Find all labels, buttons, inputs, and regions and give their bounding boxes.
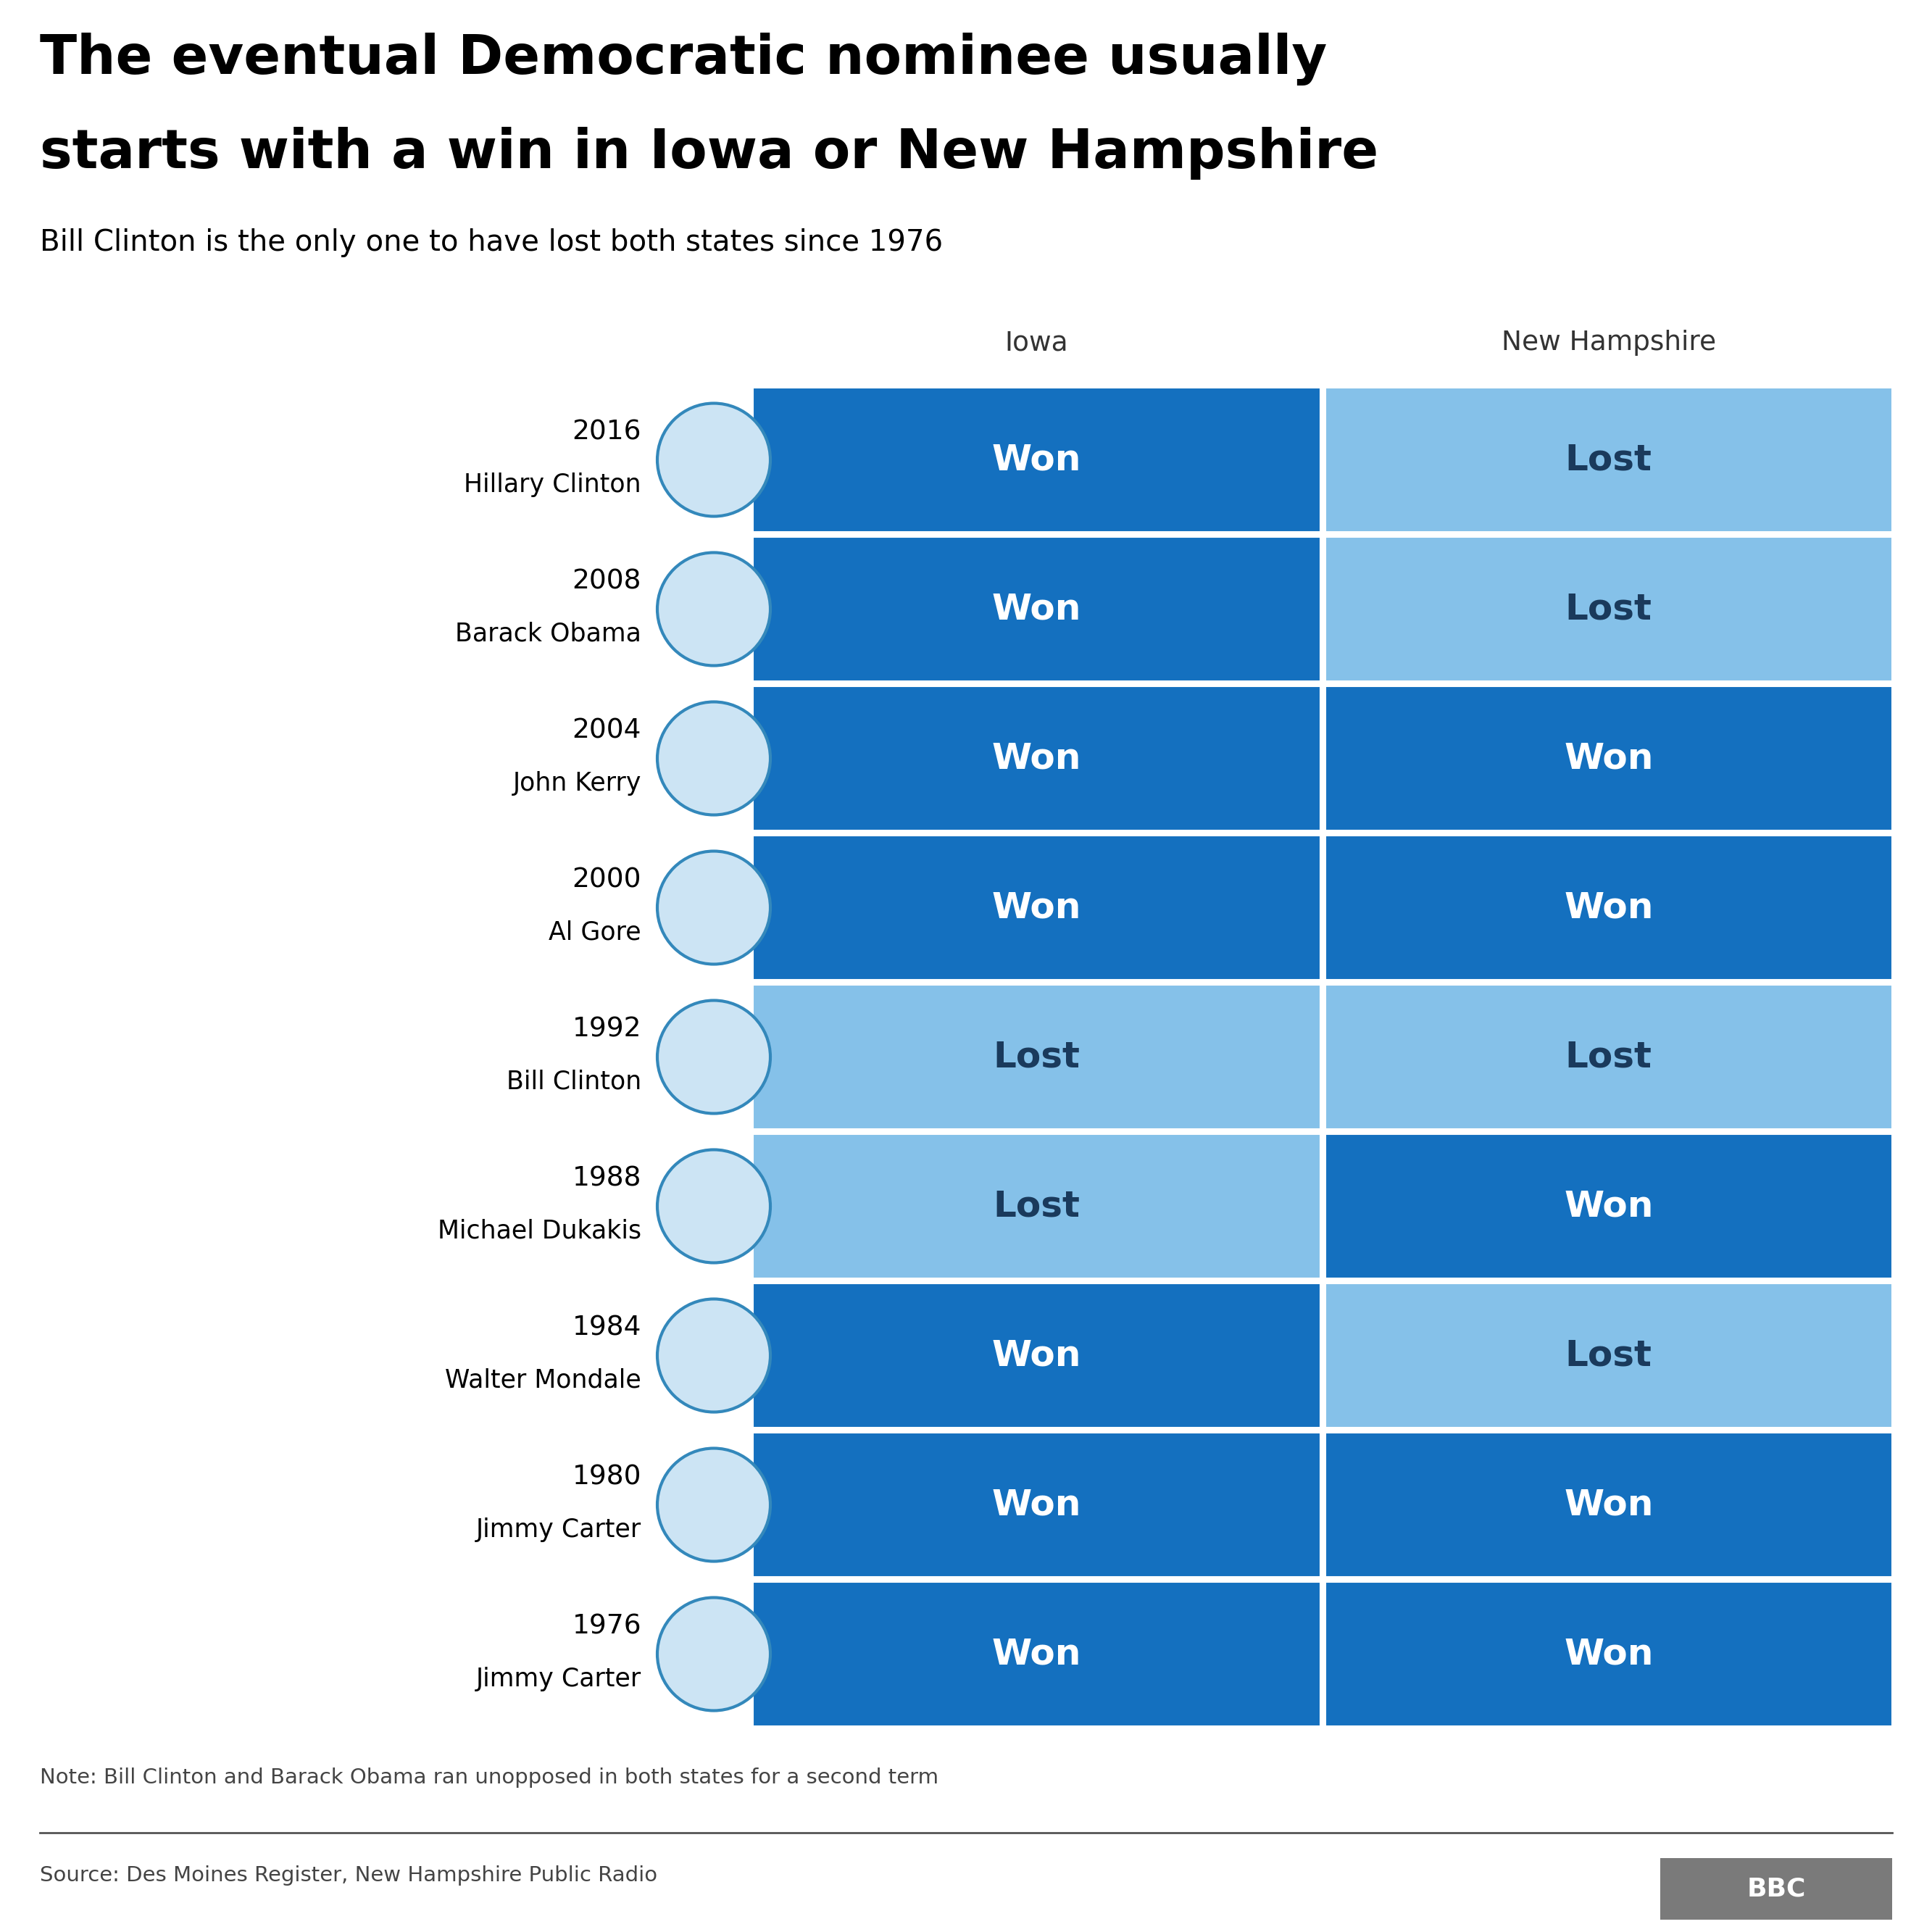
Text: Hillary Clinton: Hillary Clinton <box>464 473 641 497</box>
Text: Lost: Lost <box>1565 442 1652 477</box>
Text: New Hampshire: New Hampshire <box>1501 330 1716 355</box>
Text: 1984: 1984 <box>572 1316 641 1341</box>
Bar <box>753 985 1320 1128</box>
Bar <box>1325 1582 1891 1725</box>
Text: Walter Mondale: Walter Mondale <box>444 1368 641 1393</box>
Text: Won: Won <box>991 591 1082 626</box>
Text: Barack Obama: Barack Obama <box>456 622 641 647</box>
Circle shape <box>657 553 771 667</box>
Text: Won: Won <box>991 442 1082 477</box>
Text: Bill Clinton: Bill Clinton <box>506 1070 641 1094</box>
Circle shape <box>657 1449 771 1561</box>
Bar <box>1325 537 1891 682</box>
Bar <box>753 835 1320 980</box>
Bar <box>753 537 1320 682</box>
Text: 1976: 1976 <box>572 1613 641 1640</box>
Text: The eventual Democratic nominee usually: The eventual Democratic nominee usually <box>41 33 1327 85</box>
Text: 2016: 2016 <box>572 419 641 446</box>
Text: 1992: 1992 <box>572 1016 641 1043</box>
Text: Won: Won <box>1563 1636 1654 1671</box>
Text: Won: Won <box>991 891 1082 925</box>
Text: Al Gore: Al Gore <box>549 920 641 945</box>
Text: Lost: Lost <box>1565 591 1652 626</box>
Bar <box>1325 388 1891 531</box>
Bar <box>1325 985 1891 1128</box>
Text: Won: Won <box>1563 742 1654 777</box>
Bar <box>1660 1859 1891 1920</box>
Bar <box>1325 1434 1891 1577</box>
Text: 1988: 1988 <box>572 1165 641 1192</box>
Text: Lost: Lost <box>1565 1039 1652 1074</box>
Circle shape <box>657 1598 771 1710</box>
Bar <box>753 1434 1320 1577</box>
Text: John Kerry: John Kerry <box>512 771 641 796</box>
Text: Source: Des Moines Register, New Hampshire Public Radio: Source: Des Moines Register, New Hampshi… <box>41 1864 657 1886</box>
Bar <box>1325 1134 1891 1279</box>
Text: Won: Won <box>991 1339 1082 1374</box>
Circle shape <box>657 1001 771 1113</box>
Text: Lost: Lost <box>993 1188 1080 1223</box>
Text: Michael Dukakis: Michael Dukakis <box>439 1219 641 1244</box>
Text: 2008: 2008 <box>572 568 641 595</box>
Text: starts with a win in Iowa or New Hampshire: starts with a win in Iowa or New Hampshi… <box>41 128 1378 180</box>
Text: Won: Won <box>1563 1188 1654 1223</box>
Bar <box>753 1283 1320 1428</box>
Text: Note: Bill Clinton and Barack Obama ran unopposed in both states for a second te: Note: Bill Clinton and Barack Obama ran … <box>41 1768 939 1787</box>
Bar <box>1325 686 1891 831</box>
Text: Lost: Lost <box>1565 1339 1652 1374</box>
Text: 2000: 2000 <box>572 867 641 893</box>
Circle shape <box>657 404 771 516</box>
Text: Jimmy Carter: Jimmy Carter <box>475 1667 641 1690</box>
Text: Won: Won <box>1563 891 1654 925</box>
Bar <box>753 1134 1320 1279</box>
Bar <box>1325 835 1891 980</box>
Text: Won: Won <box>991 1488 1082 1522</box>
Text: Bill Clinton is the only one to have lost both states since 1976: Bill Clinton is the only one to have los… <box>41 228 943 257</box>
Circle shape <box>657 852 771 964</box>
Circle shape <box>657 1150 771 1264</box>
Text: Jimmy Carter: Jimmy Carter <box>475 1517 641 1542</box>
Circle shape <box>657 1298 771 1412</box>
Bar <box>753 1582 1320 1725</box>
Text: BBC: BBC <box>1747 1876 1806 1901</box>
Bar <box>753 388 1320 531</box>
Text: Won: Won <box>991 1636 1082 1671</box>
Bar <box>1325 1283 1891 1428</box>
Bar <box>753 686 1320 831</box>
Text: Won: Won <box>991 742 1082 777</box>
Text: Iowa: Iowa <box>1005 330 1068 355</box>
Text: 2004: 2004 <box>572 719 641 744</box>
Text: Lost: Lost <box>993 1039 1080 1074</box>
Circle shape <box>657 701 771 815</box>
Text: Won: Won <box>1563 1488 1654 1522</box>
Text: 1980: 1980 <box>572 1464 641 1490</box>
